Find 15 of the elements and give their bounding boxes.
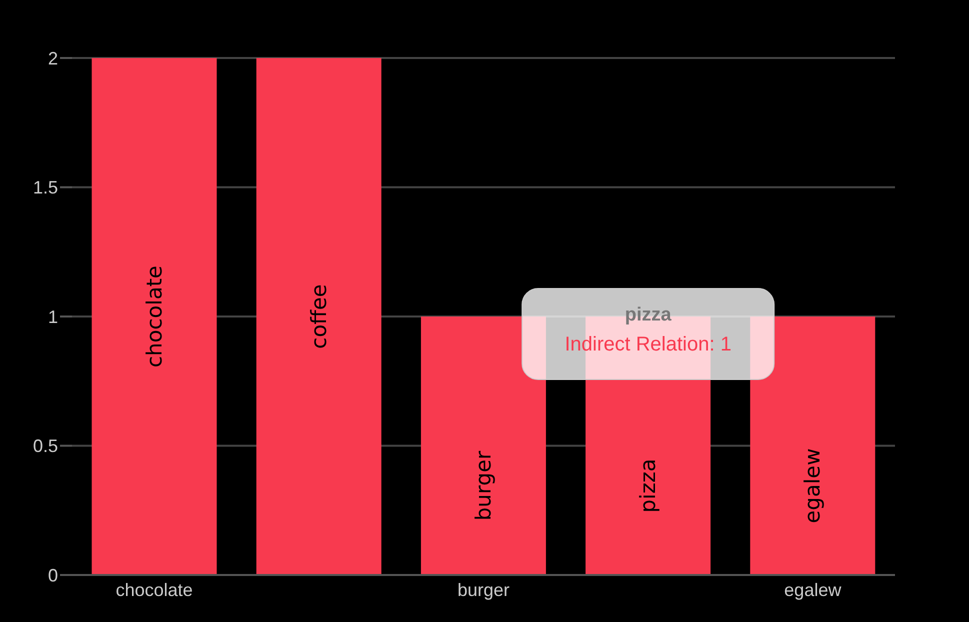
category-label: burger	[471, 450, 496, 521]
annotation: pizza	[624, 304, 672, 326]
y-tick-label: 2	[48, 48, 58, 68]
category-label: egalew	[800, 448, 825, 524]
y-tick-label: 0.5	[32, 436, 58, 456]
x-tick-label: burger	[457, 580, 510, 600]
y-tick-label: 1.5	[32, 178, 58, 198]
category-label: chocolate	[142, 266, 166, 368]
x-tick-label: chocolate	[116, 580, 193, 600]
x-tick-label: coffee	[306, 284, 331, 349]
y-tick-label: 1	[48, 306, 58, 327]
y-tick-label: 0	[48, 565, 58, 586]
tooltip-box: pizza Indirect Relation: 1	[522, 288, 775, 380]
x-tick-label: egalew	[784, 580, 842, 600]
annotation: Indirect Relation: 1	[564, 334, 732, 356]
